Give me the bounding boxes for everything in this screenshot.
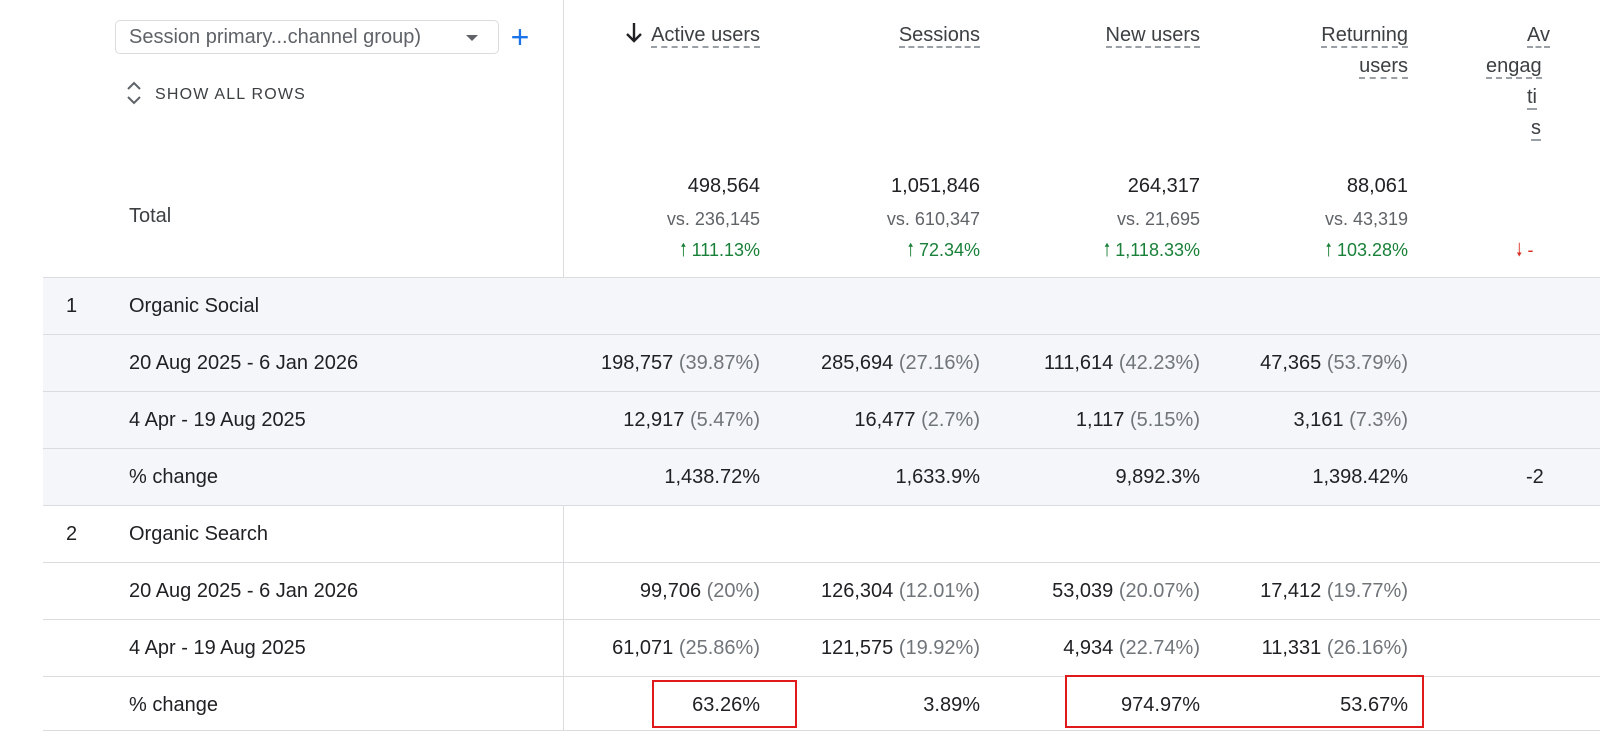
- total-change-value: 72.34%: [918, 240, 980, 260]
- column-header-label-line1: Av: [1527, 24, 1550, 48]
- row-label: 4 Apr - 19 Aug 2025: [129, 409, 306, 431]
- total-active-users: 498,564 vs. 236,145 🠑 111.13%: [590, 170, 760, 264]
- table-row: 4 Apr - 19 Aug 2025 12,917 (5.47%) 16,47…: [43, 391, 1600, 448]
- table-row: 20 Aug 2025 - 6 Jan 2026 99,706 (20%) 12…: [43, 562, 1600, 619]
- row-label: % change: [129, 466, 218, 488]
- total-sessions: 1,051,846 vs. 610,347 🠑 72.34%: [810, 170, 980, 264]
- total-new-users: 264,317 vs. 21,695 🠑 1,118.33%: [1030, 170, 1200, 264]
- total-change-value: 1,118.33%: [1115, 240, 1200, 260]
- total-change-value: -: [1527, 240, 1534, 260]
- arrow-up-icon: 🠑: [907, 240, 919, 260]
- dropdown-caret-icon: [466, 35, 478, 41]
- cell-sessions: 126,304 (12.01%): [820, 580, 980, 602]
- cell-active-users: 63.26%: [692, 694, 760, 716]
- cell-new-users: 111,614 (42.23%): [1043, 352, 1200, 374]
- cell-new-users: 9,892.3%: [1115, 466, 1200, 488]
- column-header-label-line3: ti: [1527, 86, 1537, 110]
- total-change-value: 103.28%: [1336, 240, 1408, 260]
- total-avg-engagement: 🠓 -: [1510, 170, 1600, 264]
- cell-new-users: 4,934 (22.74%): [1063, 637, 1200, 659]
- row-label: 4 Apr - 19 Aug 2025: [129, 637, 306, 659]
- row-label: 20 Aug 2025 - 6 Jan 2026: [129, 352, 359, 374]
- total-value: [1510, 170, 1600, 202]
- cell-sessions: 16,477 (2.7%): [854, 409, 980, 431]
- highlight-box-new-returning: [1065, 675, 1424, 728]
- cell-returning-users: 17,412 (19.77%): [1260, 580, 1408, 602]
- total-value: 88,061: [1346, 175, 1408, 197]
- column-header-label: Active users: [651, 24, 760, 48]
- total-value: 1,051,846: [891, 175, 980, 197]
- cell-avg-engagement: -2: [1526, 466, 1544, 488]
- cell-returning-users: 1,398.42%: [1312, 466, 1408, 488]
- total-change-value: 111.13%: [691, 240, 760, 260]
- column-header-new-users[interactable]: New users: [1030, 20, 1200, 51]
- column-header-label: New users: [1105, 24, 1200, 48]
- cell-sessions: 1,633.9%: [895, 466, 980, 488]
- total-comparison: vs. 43,319: [1324, 209, 1408, 229]
- column-header-label: Sessions: [898, 24, 980, 48]
- total-returning-users: 88,061 vs. 43,319 🠑 103.28%: [1240, 170, 1408, 264]
- column-header-label-line2: users: [1359, 55, 1408, 79]
- column-header-label-line1: Returning: [1321, 24, 1408, 48]
- cell-sessions: 3.89%: [923, 694, 980, 716]
- arrow-down-icon: 🠓: [1516, 240, 1528, 260]
- column-header-sessions[interactable]: Sessions: [810, 20, 980, 51]
- group-header-row[interactable]: 2 Organic Search: [43, 505, 1600, 562]
- table-row: % change 63.26% 3.89% 974.97% 53.67%: [43, 676, 1600, 733]
- column-header-returning-users[interactable]: Returning users: [1240, 20, 1408, 82]
- row-index: 1: [66, 295, 78, 317]
- cell-active-users: 12,917 (5.47%): [623, 409, 760, 431]
- cell-returning-users: 11,331 (26.16%): [1261, 637, 1408, 659]
- total-value: 498,564: [687, 175, 760, 197]
- cell-new-users: 53,039 (20.07%): [1052, 580, 1200, 602]
- column-header-active-users[interactable]: Active users: [590, 20, 760, 54]
- total-comparison: vs. 236,145: [666, 209, 760, 229]
- show-all-rows-button[interactable]: SHOW ALL ROWS: [125, 80, 307, 111]
- arrow-up-icon: 🠑: [680, 240, 692, 260]
- cell-returning-users: 3,161 (7.3%): [1293, 409, 1408, 431]
- row-label: % change: [129, 694, 218, 716]
- total-value: 264,317: [1127, 175, 1200, 197]
- cell-active-users: 61,071 (25.86%): [612, 637, 760, 659]
- cell-returning-users: 53.67%: [1340, 694, 1408, 716]
- cell-active-users: 1,438.72%: [664, 466, 760, 488]
- cell-active-users: 198,757 (39.87%): [600, 352, 760, 374]
- cell-sessions: 121,575 (19.92%): [820, 637, 980, 659]
- table-row: % change 1,438.72% 1,633.9% 9,892.3% 1,3…: [43, 448, 1600, 505]
- total-comparison: vs. 610,347: [886, 209, 980, 229]
- cell-active-users: 99,706 (20%): [639, 580, 760, 602]
- channel-name: Organic Search: [129, 523, 268, 545]
- total-change: 🠑 111.13%: [590, 236, 760, 264]
- cell-sessions: 285,694 (27.16%): [820, 352, 980, 374]
- total-change: 🠑 103.28%: [1240, 236, 1408, 264]
- total-change: 🠓 -: [1510, 236, 1600, 264]
- total-comparison: [1510, 202, 1600, 236]
- channel-name: Organic Social: [129, 295, 260, 317]
- row-index: 2: [66, 523, 78, 545]
- highlight-box-active-users: [652, 680, 797, 728]
- table-row: 20 Aug 2025 - 6 Jan 2026 198,757 (39.87%…: [43, 334, 1600, 391]
- dimension-select[interactable]: Session primary...channel group): [115, 20, 499, 54]
- add-dimension-button[interactable]: +: [510, 19, 530, 55]
- table-bottom-border: [43, 730, 1600, 731]
- arrow-up-icon: 🠑: [1325, 240, 1337, 260]
- column-header-label-line4: s: [1531, 117, 1541, 141]
- cell-new-users: 1,117 (5.15%): [1075, 409, 1200, 431]
- arrow-up-icon: 🠑: [1103, 240, 1116, 260]
- total-comparison: vs. 21,695: [1116, 209, 1200, 229]
- show-all-rows-label: SHOW ALL ROWS: [155, 86, 307, 103]
- cell-new-users: 974.97%: [1121, 694, 1200, 716]
- total-label: Total: [129, 205, 172, 227]
- sort-descending-icon: [625, 22, 643, 54]
- cell-returning-users: 47,365 (53.79%): [1260, 352, 1408, 374]
- group-header-row[interactable]: 1 Organic Social: [43, 277, 1600, 334]
- total-change: 🠑 72.34%: [810, 236, 980, 264]
- dimension-select-value: Session primary...channel group): [129, 25, 421, 48]
- column-header-label-line2: engag: [1486, 55, 1542, 79]
- total-change: 🠑 1,118.33%: [1030, 236, 1200, 264]
- table-row: 4 Apr - 19 Aug 2025 61,071 (25.86%) 121,…: [43, 619, 1600, 676]
- expand-collapse-icon: [125, 80, 145, 111]
- row-label: 20 Aug 2025 - 6 Jan 2026: [129, 580, 359, 602]
